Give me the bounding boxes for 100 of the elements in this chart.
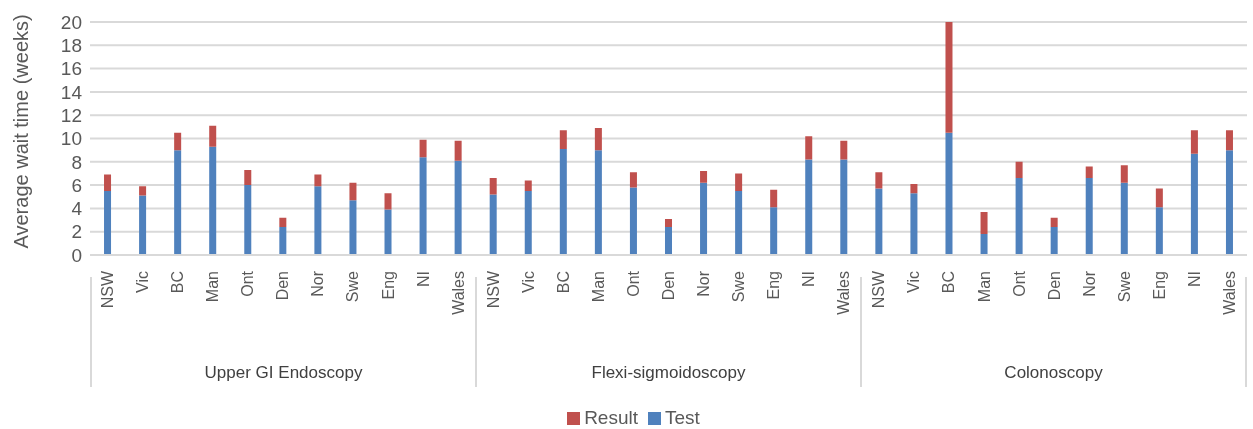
y-tick-label: 16: [60, 58, 82, 80]
x-tick-label: Swe: [730, 270, 748, 303]
bar: [1120, 182, 1128, 255]
x-tick-label: BC: [169, 271, 187, 294]
bar: [139, 186, 147, 196]
bar: [559, 130, 567, 149]
bar: [1015, 178, 1023, 255]
x-tick-label: BC: [554, 271, 572, 294]
y-tick-label: 0: [71, 244, 82, 266]
bar: [1120, 165, 1128, 183]
bar: [770, 207, 778, 255]
bar: [735, 190, 743, 255]
x-tick-label: Eng: [1150, 271, 1168, 300]
x-tick-label: Ont: [624, 270, 642, 297]
x-tick-label: NI: [800, 271, 818, 287]
bar: [349, 182, 357, 201]
bar: [524, 180, 532, 191]
bar: [559, 148, 567, 255]
y-tick-label: 20: [60, 11, 82, 33]
x-tick-label: Den: [274, 271, 292, 301]
y-tick-label: 8: [71, 151, 82, 173]
y-axis-title: Average wait time (weeks): [10, 14, 33, 249]
x-tick-label: NSW: [484, 270, 502, 309]
bar: [1085, 178, 1093, 255]
bar: [700, 182, 708, 255]
bar: [594, 128, 602, 151]
x-tick-label: Ont: [1010, 270, 1028, 297]
bar: [419, 139, 427, 158]
bar: [875, 172, 883, 189]
x-tick-label: Wales: [449, 271, 467, 315]
bar: [489, 194, 497, 255]
bar: [1190, 130, 1198, 154]
x-tick-label: Nor: [695, 270, 713, 297]
bar: [454, 140, 462, 161]
bar: [664, 227, 673, 255]
bar: [384, 193, 392, 210]
x-tick-label: Vic: [519, 271, 537, 293]
y-tick-label: 12: [60, 104, 82, 126]
bar: [980, 211, 988, 235]
x-tick-label: Ont: [239, 270, 257, 297]
x-tick-label: Eng: [765, 271, 783, 300]
x-tick-label: Den: [1045, 271, 1063, 301]
bar: [735, 173, 743, 191]
bar: [594, 150, 602, 255]
bar: [454, 160, 462, 255]
x-tick-label: Wales: [1220, 271, 1238, 315]
text: Colonoscopy: [1003, 363, 1104, 383]
x-tick-label: Nor: [1080, 270, 1098, 297]
y-tick-label: 10: [60, 128, 82, 150]
y-tick-label: 18: [60, 35, 82, 57]
bar: [174, 150, 182, 255]
bar: [279, 227, 287, 255]
text: Upper GI Endoscopy: [203, 363, 364, 383]
bar: [805, 159, 813, 255]
bar: [875, 188, 883, 255]
x-tick-label: NSW: [99, 270, 117, 309]
bar: [174, 132, 182, 151]
x-tick-label: Nor: [309, 270, 327, 297]
y-tick-label: 2: [71, 221, 82, 243]
x-tick-label: NSW: [870, 270, 888, 309]
bar: [980, 234, 988, 255]
legend-label: Test: [665, 407, 700, 428]
bar: [524, 190, 532, 255]
bar: [419, 157, 427, 255]
bar: [1015, 161, 1023, 179]
x-tick-label: Man: [204, 271, 222, 303]
bar: [1190, 153, 1198, 255]
bar: [1050, 227, 1058, 255]
x-tick-label: BC: [940, 271, 958, 294]
bar: [805, 136, 813, 160]
bar: [945, 22, 953, 133]
x-tick-label: Wales: [835, 271, 853, 315]
x-tick-label: Eng: [379, 271, 397, 300]
bar: [279, 217, 287, 228]
bar: [209, 146, 217, 255]
x-tick-label: Vic: [134, 271, 152, 293]
bar: [139, 195, 147, 255]
x-tick-label: NI: [1185, 271, 1203, 287]
bar: [629, 172, 637, 188]
bar: [664, 218, 673, 228]
bar: [945, 132, 953, 255]
bar: [700, 171, 708, 183]
bar: [209, 125, 217, 147]
x-tick-label: Man: [589, 271, 607, 303]
bar: [1155, 207, 1163, 255]
bar: [1050, 217, 1058, 228]
y-tick-label: 6: [71, 174, 82, 196]
bar: [314, 174, 322, 187]
x-tick-label: NI: [414, 271, 432, 287]
bar: [1155, 188, 1163, 208]
text: Flexi-sigmoidoscopy: [590, 363, 747, 383]
bar: [244, 169, 252, 186]
bar: [314, 186, 322, 255]
bar: [840, 159, 848, 255]
bar: [349, 200, 357, 255]
x-tick-label: Man: [975, 271, 993, 303]
bar: [244, 185, 252, 255]
x-tick-label: Swe: [344, 270, 362, 303]
x-tick-label: Den: [660, 271, 677, 301]
bar: [104, 174, 112, 191]
